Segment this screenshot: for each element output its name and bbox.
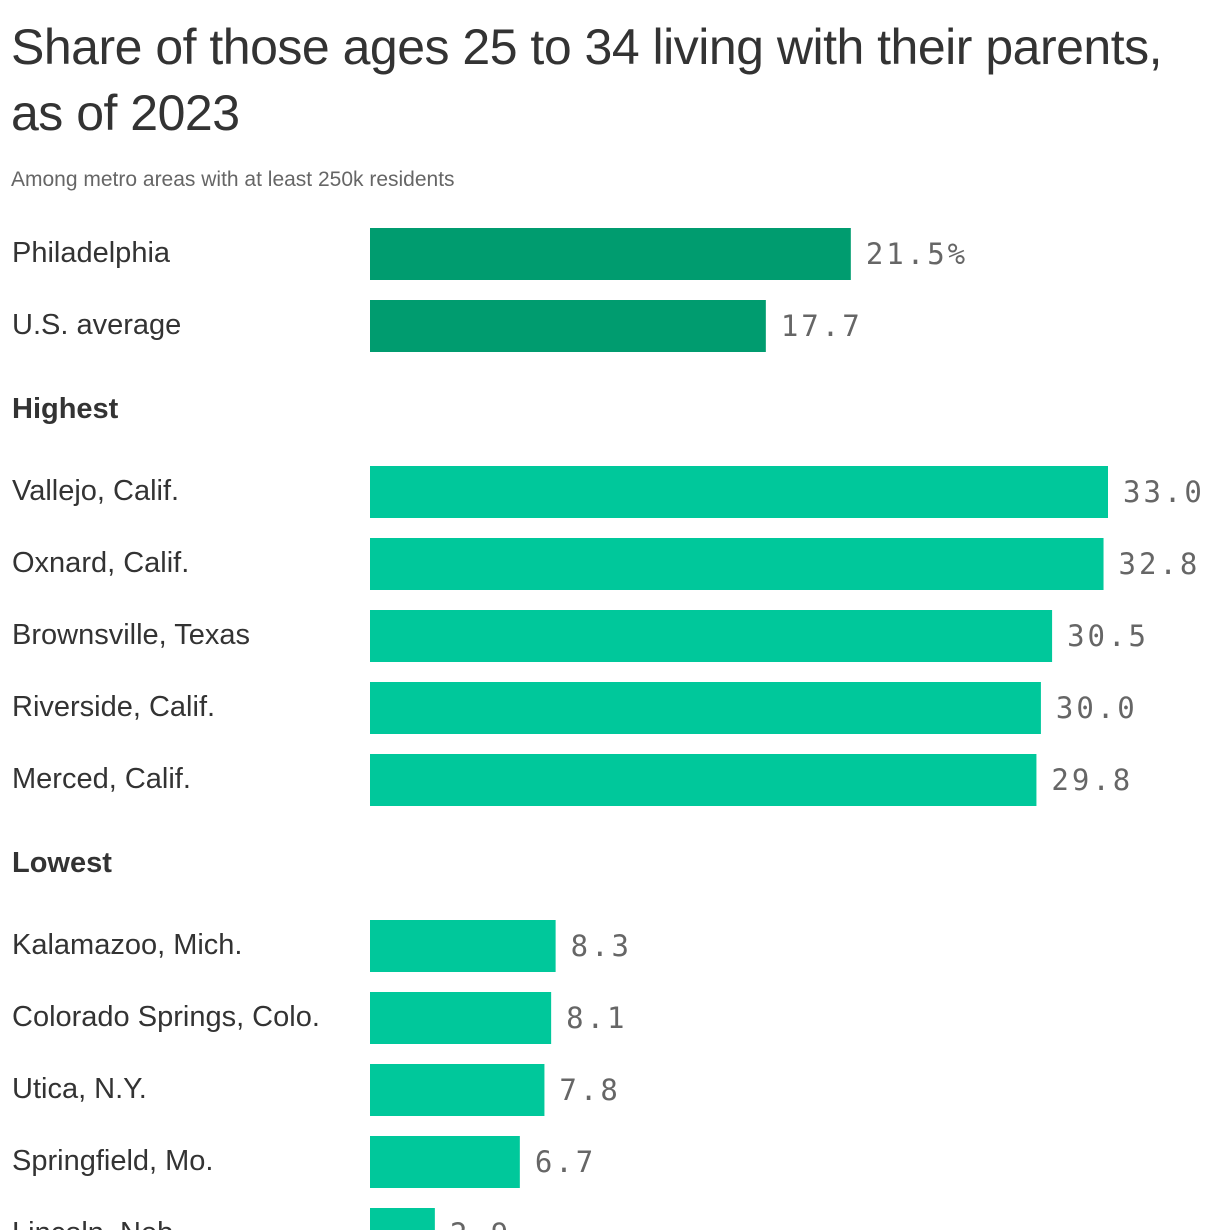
category-label-colorado-springs-colo: Colorado Springs, Colo. — [12, 1001, 320, 1033]
group-heading-lowest: Lowest — [12, 847, 112, 879]
chart-subtitle: Among metro areas with at least 250k res… — [11, 168, 455, 191]
bar-springfield-mo — [370, 1136, 520, 1188]
bar-oxnard-calif — [370, 538, 1104, 590]
category-label-springfield-mo: Springfield, Mo. — [12, 1145, 214, 1177]
value-label-u-s-average: 17.7 — [781, 309, 863, 343]
value-label-merced-calif: 29.8 — [1051, 763, 1133, 797]
chart-title: Share of those ages 25 to 34 living with… — [11, 19, 1163, 141]
category-label-riverside-calif: Riverside, Calif. — [12, 691, 215, 723]
category-label-u-s-average: U.S. average — [12, 309, 181, 341]
bar-vallejo-calif — [370, 466, 1108, 518]
bar-merced-calif — [370, 754, 1037, 806]
category-label-philadelphia: Philadelphia — [12, 237, 171, 269]
group-heading-highest: Highest — [12, 393, 119, 425]
bar-u-s-average — [370, 300, 766, 352]
bar-brownsville-texas — [370, 610, 1053, 662]
bar-kalamazoo-mich — [370, 920, 556, 972]
value-label-utica-n-y: 7.8 — [559, 1073, 620, 1107]
bar-lincoln-neb — [370, 1208, 435, 1230]
category-label-utica-n-y: Utica, N.Y. — [12, 1073, 147, 1105]
value-label-springfield-mo: 6.7 — [535, 1145, 596, 1179]
value-label-lincoln-neb: 2.9 — [450, 1217, 511, 1230]
bar-colorado-springs-colo — [370, 992, 552, 1044]
bar-philadelphia — [370, 228, 851, 280]
category-label-brownsville-texas: Brownsville, Texas — [12, 619, 250, 651]
value-label-philadelphia: 21.5% — [866, 237, 968, 271]
value-label-brownsville-texas: 30.5 — [1067, 619, 1149, 653]
bar-riverside-calif — [370, 682, 1041, 734]
category-label-oxnard-calif: Oxnard, Calif. — [12, 547, 189, 579]
category-label-merced-calif: Merced, Calif. — [12, 763, 191, 795]
category-label-lincoln-neb: Lincoln, Neb. — [12, 1217, 181, 1230]
value-label-kalamazoo-mich: 8.3 — [571, 929, 632, 963]
value-label-oxnard-calif: 32.8 — [1119, 547, 1201, 581]
value-label-riverside-calif: 30.0 — [1056, 691, 1138, 725]
category-label-vallejo-calif: Vallejo, Calif. — [12, 475, 179, 507]
bar-utica-n-y — [370, 1064, 545, 1116]
category-label-kalamazoo-mich: Kalamazoo, Mich. — [12, 929, 243, 961]
value-label-vallejo-calif: 33.0 — [1123, 475, 1205, 509]
value-label-colorado-springs-colo: 8.1 — [566, 1001, 627, 1035]
